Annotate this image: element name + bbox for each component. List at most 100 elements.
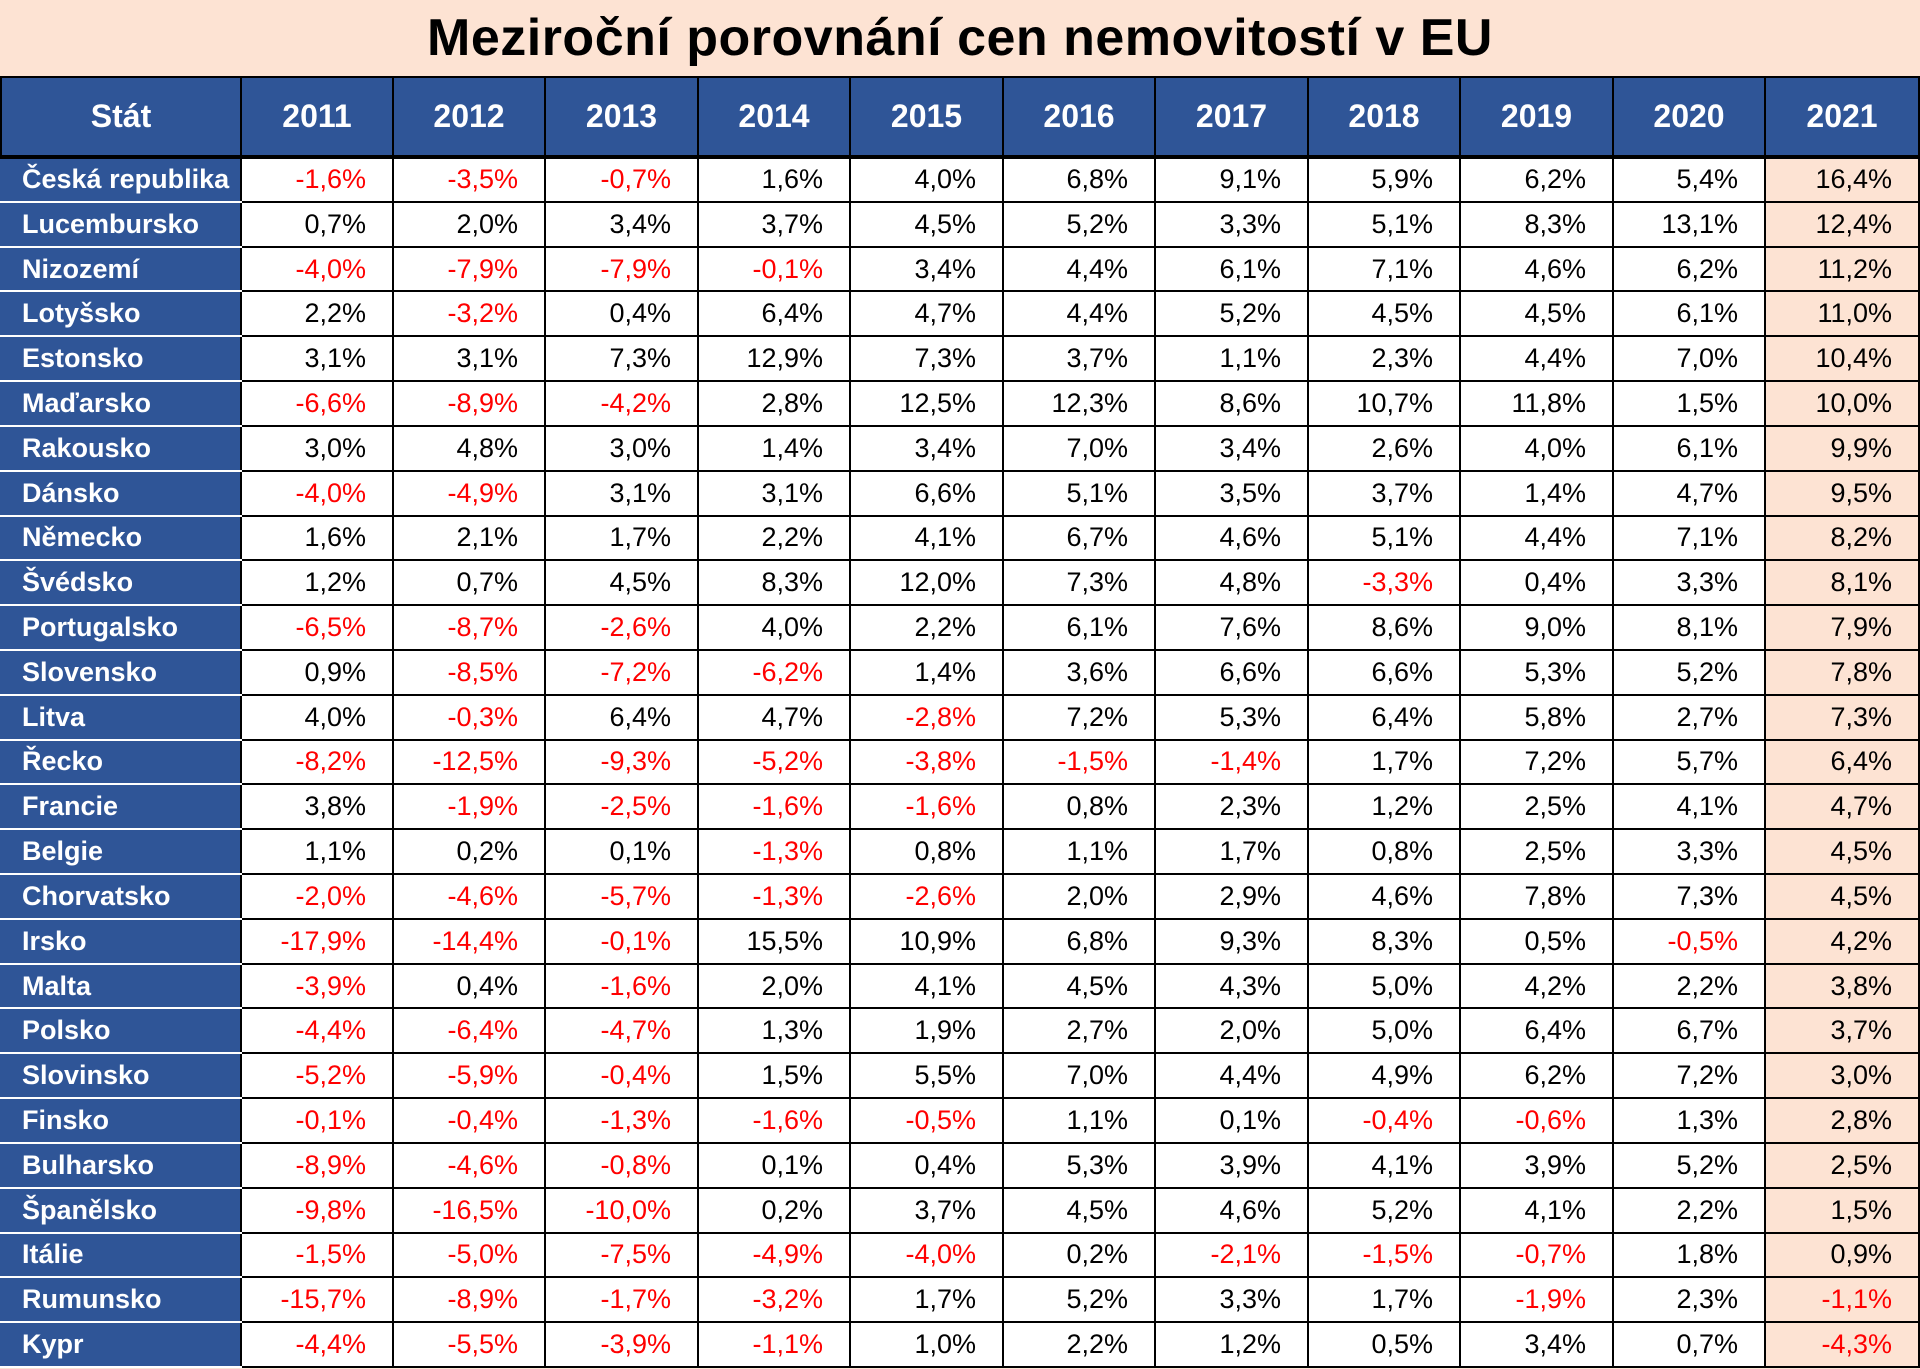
table-cell-value: 4,1% <box>1612 783 1766 831</box>
table-cell-value: -7,2% <box>544 648 699 696</box>
table-cell-value: 4,0% <box>240 693 394 741</box>
table-cell-value: 1,7% <box>1307 738 1461 786</box>
country-label: Dánsko <box>0 469 242 517</box>
table-cell-value: 7,3% <box>1764 693 1920 741</box>
country-label: Polsko <box>0 1007 242 1055</box>
table-cell-value: -0,4% <box>392 1097 546 1144</box>
table-cell-value: 4,7% <box>849 290 1004 338</box>
table-cell-value: 4,5% <box>1307 290 1461 338</box>
table-cell-value: 5,3% <box>1002 1141 1156 1189</box>
table-row: Litva 4,0% -0,3% 6,4% 4,7% -2,8% 7,2% 5,3% 6,4% 5… <box>0 693 1920 741</box>
header-row: Stát 2011 2012 2013 2014 2015 2016 2017 2018 2019… <box>0 76 1920 159</box>
table-cell-value: 3,1% <box>392 335 546 383</box>
table-cell-value: 7,0% <box>1612 335 1766 383</box>
table-cell-value: 1,2% <box>1307 783 1461 831</box>
table-cell-value: 0,8% <box>849 828 1004 875</box>
table-cell-value: 0,9% <box>240 648 394 696</box>
price-comparison-table: Stát 2011 2012 2013 2014 2015 2016 2017 2018 2019… <box>0 76 1920 1368</box>
table-cell-value: 8,3% <box>697 559 851 607</box>
table-cell-value: 2,8% <box>697 380 851 427</box>
table-cell-value: 5,3% <box>1459 648 1614 696</box>
table-cell-value: 10,0% <box>1764 380 1920 427</box>
table-cell-value: 1,9% <box>849 1007 1004 1055</box>
country-label: Finsko <box>0 1097 242 1144</box>
table-cell-value: 0,1% <box>544 828 699 875</box>
table-cell-value: 16,4% <box>1764 156 1920 203</box>
table-cell-value: 3,7% <box>1764 1007 1920 1055</box>
table-cell-value: 6,1% <box>1154 245 1309 293</box>
table-cell-value: -4,9% <box>392 469 546 517</box>
table-cell-value: 1,2% <box>1154 1321 1309 1368</box>
table-cell-value: 2,7% <box>1612 693 1766 741</box>
column-header-year: 2021 <box>1764 76 1920 159</box>
country-label: Irsko <box>0 917 242 965</box>
country-label: Portugalsko <box>0 604 242 651</box>
table-cell-value: 0,7% <box>1612 1321 1766 1368</box>
table-cell-value: -16,5% <box>392 1186 546 1234</box>
table-cell-value: 4,0% <box>1459 424 1614 472</box>
table-cell-value: 3,5% <box>1154 469 1309 517</box>
table-cell-value: 3,1% <box>240 335 394 383</box>
table-cell-value: 2,3% <box>1612 1276 1766 1324</box>
table-cell-value: -3,2% <box>697 1276 851 1324</box>
table-cell-value: 6,8% <box>1002 917 1156 965</box>
table-cell-value: -5,9% <box>392 1052 546 1100</box>
table-cell-value: -1,4% <box>1154 738 1309 786</box>
table-cell-value: -1,7% <box>544 1276 699 1324</box>
table-cell-value: -2,6% <box>544 604 699 651</box>
table-cell-value: 4,3% <box>1154 962 1309 1010</box>
country-label: Malta <box>0 962 242 1010</box>
table-cell-value: 0,2% <box>392 828 546 875</box>
table-cell-value: -0,5% <box>849 1097 1004 1144</box>
table-cell-value: 0,8% <box>1002 783 1156 831</box>
table-cell-value: 6,2% <box>1459 156 1614 203</box>
table-row: Německo 1,6% 2,1% 1,7% 2,2% 4,1% 6,7% 4,6% 5,1% 4… <box>0 514 1920 562</box>
column-header-year: 2020 <box>1612 76 1766 159</box>
table-cell-value: 7,3% <box>544 335 699 383</box>
column-header-year: 2019 <box>1459 76 1614 159</box>
table-cell-value: -1,1% <box>1764 1276 1920 1324</box>
table-cell-value: -5,0% <box>392 1231 546 1279</box>
table-cell-value: 7,8% <box>1459 873 1614 920</box>
table-cell-value: 4,4% <box>1154 1052 1309 1100</box>
table-row: Itálie -1,5% -5,0% -7,5% -4,9% -4,0% 0,2% -2,1%… <box>0 1231 1920 1279</box>
table-cell-value: 2,5% <box>1459 828 1614 875</box>
table-cell-value: 0,4% <box>392 962 546 1010</box>
table-cell-value: 11,8% <box>1459 380 1614 427</box>
table-cell-value: 13,1% <box>1612 200 1766 248</box>
table-cell-value: -2,8% <box>849 693 1004 741</box>
table-row: Finsko -0,1% -0,4% -1,3% -1,6% -0,5% 1,1% 0,1% -… <box>0 1097 1920 1144</box>
table-cell-value: 3,8% <box>1764 962 1920 1010</box>
table-cell-value: 8,6% <box>1307 604 1461 651</box>
table-cell-value: 6,1% <box>1002 604 1156 651</box>
table-cell-value: -4,7% <box>544 1007 699 1055</box>
table-cell-value: 8,1% <box>1764 559 1920 607</box>
table-cell-value: 2,2% <box>849 604 1004 651</box>
table-cell-value: -8,5% <box>392 648 546 696</box>
table-cell-value: 9,9% <box>1764 424 1920 472</box>
table-cell-value: 5,0% <box>1307 962 1461 1010</box>
table-row: Estonsko 3,1% 3,1% 7,3% 12,9% 7,3% 3,7% 1,1% 2,3… <box>0 335 1920 383</box>
table-cell-value: 2,2% <box>240 290 394 338</box>
table-cell-value: 3,0% <box>1764 1052 1920 1100</box>
table-cell-value: -4,0% <box>240 469 394 517</box>
table-cell-value: 12,3% <box>1002 380 1156 427</box>
table-cell-value: 1,5% <box>1612 380 1766 427</box>
table-cell-value: 4,4% <box>1002 290 1156 338</box>
table-cell-value: -1,5% <box>240 1231 394 1279</box>
table-row: Lucembursko 0,7% 2,0% 3,4% 3,7% 4,5% 5,2% 3,3% 5… <box>0 200 1920 248</box>
table-cell-value: -3,9% <box>240 962 394 1010</box>
table-cell-value: -12,5% <box>392 738 546 786</box>
table-cell-value: 3,0% <box>544 424 699 472</box>
table-row: Nizozemí -4,0% -7,9% -7,9% -0,1% 3,4% 4,4% 6,1%… <box>0 245 1920 293</box>
table-row: Bulharsko -8,9% -4,6% -0,8% 0,1% 0,4% 5,3% 3,9%… <box>0 1141 1920 1189</box>
table-cell-value: 7,0% <box>1002 424 1156 472</box>
country-label: Slovensko <box>0 648 242 696</box>
table-cell-value: 4,4% <box>1002 245 1156 293</box>
table-cell-value: 4,8% <box>392 424 546 472</box>
table-cell-value: 0,5% <box>1307 1321 1461 1368</box>
table-cell-value: 4,0% <box>697 604 851 651</box>
table-cell-value: 6,1% <box>1612 424 1766 472</box>
table-cell-value: 2,0% <box>1002 873 1156 920</box>
country-label: Lucembursko <box>0 200 242 248</box>
